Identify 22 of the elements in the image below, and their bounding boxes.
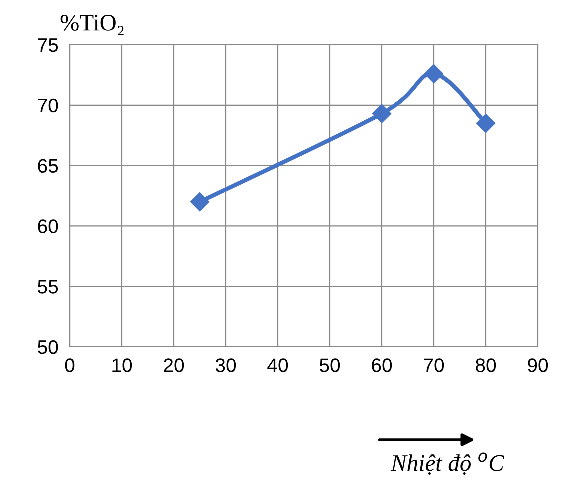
point (424, 64, 444, 84)
x-tick-label: 90 (528, 358, 548, 372)
x-tick-label: 0 (65, 358, 75, 372)
x-tick-label: 50 (320, 358, 340, 372)
x-tick-label: 40 (268, 358, 288, 372)
y-tick-label: 50 (38, 340, 58, 354)
x-tick-label: 20 (164, 358, 184, 372)
y-axis-title: %TiO₂ (60, 14, 124, 36)
point (372, 104, 392, 124)
x-tick-label: 10 (112, 358, 132, 372)
point (476, 114, 496, 134)
x-axis-title: Nhiệt độ $^{o}$C (390, 452, 505, 475)
y-tick-label: 75 (38, 38, 58, 52)
y-tick-label: 70 (38, 98, 58, 113)
x-tick-label: 60 (372, 358, 392, 372)
y-tick-label: 60 (38, 220, 58, 234)
x-tick-label: 70 (424, 358, 444, 372)
x-tick-label: 30 (216, 358, 236, 372)
y-tick-label: 55 (38, 280, 58, 294)
x-tick-label: 80 (476, 358, 496, 372)
y-tick-label: 65 (38, 159, 58, 174)
point (190, 192, 210, 212)
